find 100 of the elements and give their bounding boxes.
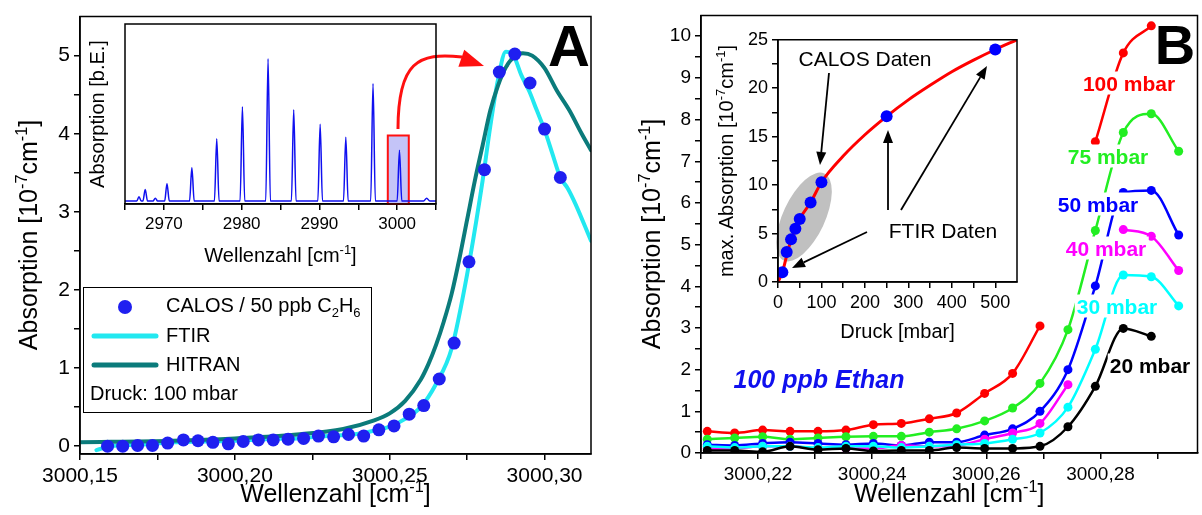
x-tick-label: 0 <box>772 291 784 312</box>
x-tick-label: 200 <box>849 291 880 312</box>
point <box>176 433 190 447</box>
point <box>1090 344 1100 354</box>
point <box>924 414 934 424</box>
point <box>896 431 906 441</box>
chart-title: A <box>548 13 590 78</box>
point <box>206 435 220 449</box>
y-tick-label: 5 <box>680 232 691 254</box>
point <box>538 122 552 136</box>
point <box>868 420 878 430</box>
point <box>1146 109 1156 119</box>
point <box>311 429 325 443</box>
point <box>1146 272 1156 282</box>
y-tick-label: 3 <box>680 316 691 338</box>
point <box>702 426 712 436</box>
y-tick-label: 3 <box>58 198 70 222</box>
y-tick-label: 10 <box>669 24 691 46</box>
point <box>116 439 130 453</box>
point <box>1118 48 1128 58</box>
series-label: 100 mbar <box>1080 71 1178 95</box>
point <box>1090 225 1100 235</box>
point <box>477 163 491 177</box>
annotation: CALOS Daten <box>798 46 932 70</box>
y-tick-label: 9 <box>680 66 691 88</box>
point <box>780 245 793 258</box>
y-tick-label: 15 <box>747 125 768 146</box>
point <box>1063 325 1073 335</box>
y-tick-label: 4 <box>680 274 692 296</box>
point <box>447 336 461 350</box>
point <box>980 416 990 426</box>
x-tick-label: 2990 <box>300 213 339 233</box>
point <box>980 388 990 398</box>
point <box>327 430 341 444</box>
point <box>785 233 798 246</box>
point <box>432 372 446 386</box>
point <box>266 433 280 447</box>
point <box>1146 21 1156 31</box>
point <box>1090 281 1100 291</box>
point <box>462 255 476 269</box>
x-tick-label: 500 <box>980 291 1011 312</box>
point <box>789 222 802 235</box>
point <box>1063 380 1073 390</box>
point <box>793 213 806 226</box>
point <box>251 433 265 447</box>
x-tick-label: 400 <box>936 291 967 312</box>
x-axis-title: Druck [mbar] <box>840 320 955 342</box>
point <box>952 408 962 418</box>
point <box>1035 406 1045 416</box>
point <box>357 429 371 443</box>
annotation: FTIR Daten <box>888 218 998 242</box>
point <box>980 443 990 453</box>
y-tick-label: 0 <box>58 432 70 456</box>
point <box>1035 441 1045 451</box>
series-label: 50 mbar <box>1055 192 1141 216</box>
point <box>387 419 401 433</box>
point <box>523 76 537 90</box>
point <box>221 437 235 451</box>
series-label: 40 mbar <box>1063 236 1149 260</box>
point <box>1063 402 1073 412</box>
point <box>1035 321 1045 331</box>
x-tick-label: 2970 <box>144 213 183 233</box>
point <box>1146 231 1156 241</box>
point <box>880 110 893 123</box>
x-tick-label: 3000,26 <box>952 462 1021 484</box>
y-tick-label: 2 <box>680 357 691 379</box>
y-tick-label: 0 <box>757 270 768 291</box>
point <box>989 43 1002 56</box>
point <box>1063 422 1073 432</box>
point <box>402 407 416 421</box>
x-tick-label: 3000,28 <box>1066 462 1135 484</box>
point <box>1090 381 1100 391</box>
x-tick-label: 100 <box>806 291 837 312</box>
y-tick-label: 5 <box>58 42 70 66</box>
annotation: Druck: 100 mbar <box>90 382 238 405</box>
y-tick-label: 6 <box>680 191 691 213</box>
legend-label: FTIR <box>166 324 211 347</box>
point <box>297 431 311 445</box>
y-tick-label: 4 <box>58 120 71 144</box>
y-tick-label: 5 <box>757 222 768 243</box>
point <box>553 171 567 184</box>
y-tick-label: 7 <box>680 149 691 171</box>
point <box>1008 434 1018 444</box>
point <box>1146 331 1156 341</box>
point <box>1118 323 1128 333</box>
y-axis-title: Absorption [b.E.] <box>86 40 108 188</box>
y-tick-label: 2 <box>58 276 70 300</box>
x-tick-label: 3000,30 <box>506 463 583 487</box>
point <box>101 439 115 453</box>
point <box>1035 428 1045 438</box>
point <box>342 427 356 441</box>
point <box>1008 368 1018 378</box>
series-label: 30 mbar <box>1074 294 1160 318</box>
point <box>778 266 789 279</box>
x-tick-label: 300 <box>893 291 924 312</box>
point <box>508 47 522 61</box>
annotation: 100 ppb Ethan <box>733 364 905 393</box>
x-tick-label: 2980 <box>222 213 261 233</box>
point <box>1035 378 1045 388</box>
point <box>1008 443 1018 453</box>
